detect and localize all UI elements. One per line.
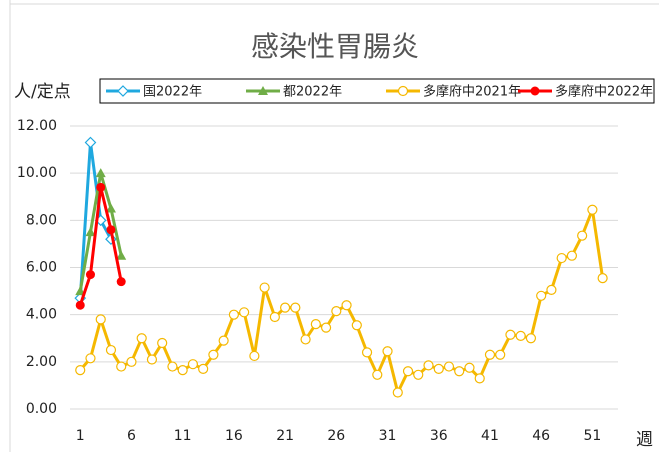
y-tick-label: 12.00	[17, 118, 57, 134]
marker	[95, 314, 106, 325]
marker	[187, 359, 199, 370]
marker	[106, 225, 116, 235]
marker	[85, 353, 96, 364]
marker	[392, 387, 403, 398]
marker	[361, 347, 373, 358]
marker	[105, 344, 117, 356]
y-tick-label: 0.00	[26, 401, 57, 417]
marker	[136, 333, 147, 344]
marker	[177, 364, 188, 376]
marker	[95, 168, 106, 178]
marker	[505, 329, 516, 340]
legend-label: 都2022年	[283, 85, 342, 100]
x-tick-label: 1	[76, 428, 85, 444]
marker	[423, 360, 434, 371]
marker	[84, 136, 97, 149]
series-line	[78, 141, 113, 299]
series-line	[79, 208, 605, 394]
marker	[310, 319, 321, 330]
marker	[75, 364, 86, 376]
marker	[587, 204, 598, 215]
marker	[341, 300, 352, 311]
chart-title: 感染性胃腸炎	[251, 30, 419, 63]
legend-label: 多摩府中2022年	[555, 84, 653, 100]
marker	[116, 250, 127, 260]
marker	[597, 273, 608, 284]
marker	[443, 361, 455, 372]
marker	[85, 227, 96, 237]
marker	[351, 320, 362, 331]
marker	[474, 373, 485, 384]
marker	[208, 349, 219, 360]
legend-label: 多摩府中2021年	[423, 84, 521, 100]
marker	[300, 334, 311, 345]
marker	[331, 306, 342, 317]
marker	[290, 302, 301, 313]
marker	[105, 233, 117, 246]
marker	[577, 230, 588, 241]
marker	[382, 346, 393, 357]
marker	[495, 349, 506, 360]
legend-marker	[397, 85, 409, 97]
marker	[198, 363, 209, 375]
y-tick-label: 4.00	[26, 307, 57, 323]
marker	[320, 322, 332, 333]
marker	[126, 356, 137, 367]
marker	[566, 250, 578, 261]
legend-label: 国2022年	[143, 85, 202, 100]
y-tick-label: 2.00	[26, 354, 57, 370]
marker	[239, 307, 250, 318]
x-tick-label: 11	[174, 428, 192, 444]
marker	[454, 366, 465, 377]
marker	[75, 286, 86, 296]
marker	[484, 349, 496, 360]
marker	[116, 361, 127, 372]
x-tick-label: 31	[379, 428, 397, 444]
marker	[157, 337, 168, 349]
legend-marker	[530, 86, 540, 96]
marker	[228, 309, 239, 320]
legend-marker	[117, 85, 129, 97]
y-tick-label: 6.00	[26, 260, 57, 276]
x-axis-label: 週	[636, 430, 653, 450]
marker	[515, 330, 526, 341]
marker	[218, 335, 229, 346]
marker	[525, 333, 537, 344]
marker	[464, 362, 475, 373]
marker	[249, 350, 260, 362]
x-tick-label: 36	[430, 428, 448, 444]
marker	[536, 290, 547, 301]
x-tick-label: 6	[127, 428, 136, 444]
legend-box	[99, 78, 655, 104]
marker	[556, 252, 567, 264]
marker	[402, 366, 414, 377]
x-tick-label: 41	[481, 428, 499, 444]
marker	[96, 182, 106, 192]
marker	[259, 282, 270, 293]
marker	[116, 277, 126, 287]
x-tick-label: 51	[583, 428, 601, 444]
marker	[433, 363, 444, 375]
x-tick-label: 21	[276, 428, 294, 444]
x-tick-label: 26	[327, 428, 345, 444]
y-axis-label: 人/定点	[14, 82, 71, 102]
x-tick-label: 46	[532, 428, 550, 444]
x-tick-label: 16	[225, 428, 243, 444]
y-tick-label: 10.00	[17, 165, 57, 181]
marker	[85, 270, 95, 280]
marker	[546, 284, 557, 296]
marker	[372, 369, 383, 380]
marker	[167, 361, 178, 372]
marker	[413, 369, 424, 380]
legend-marker	[258, 86, 268, 95]
marker	[105, 203, 116, 213]
y-tick-label: 8.00	[26, 212, 57, 228]
marker	[146, 354, 158, 365]
marker	[280, 302, 291, 313]
marker	[269, 311, 280, 323]
marker	[75, 300, 85, 310]
